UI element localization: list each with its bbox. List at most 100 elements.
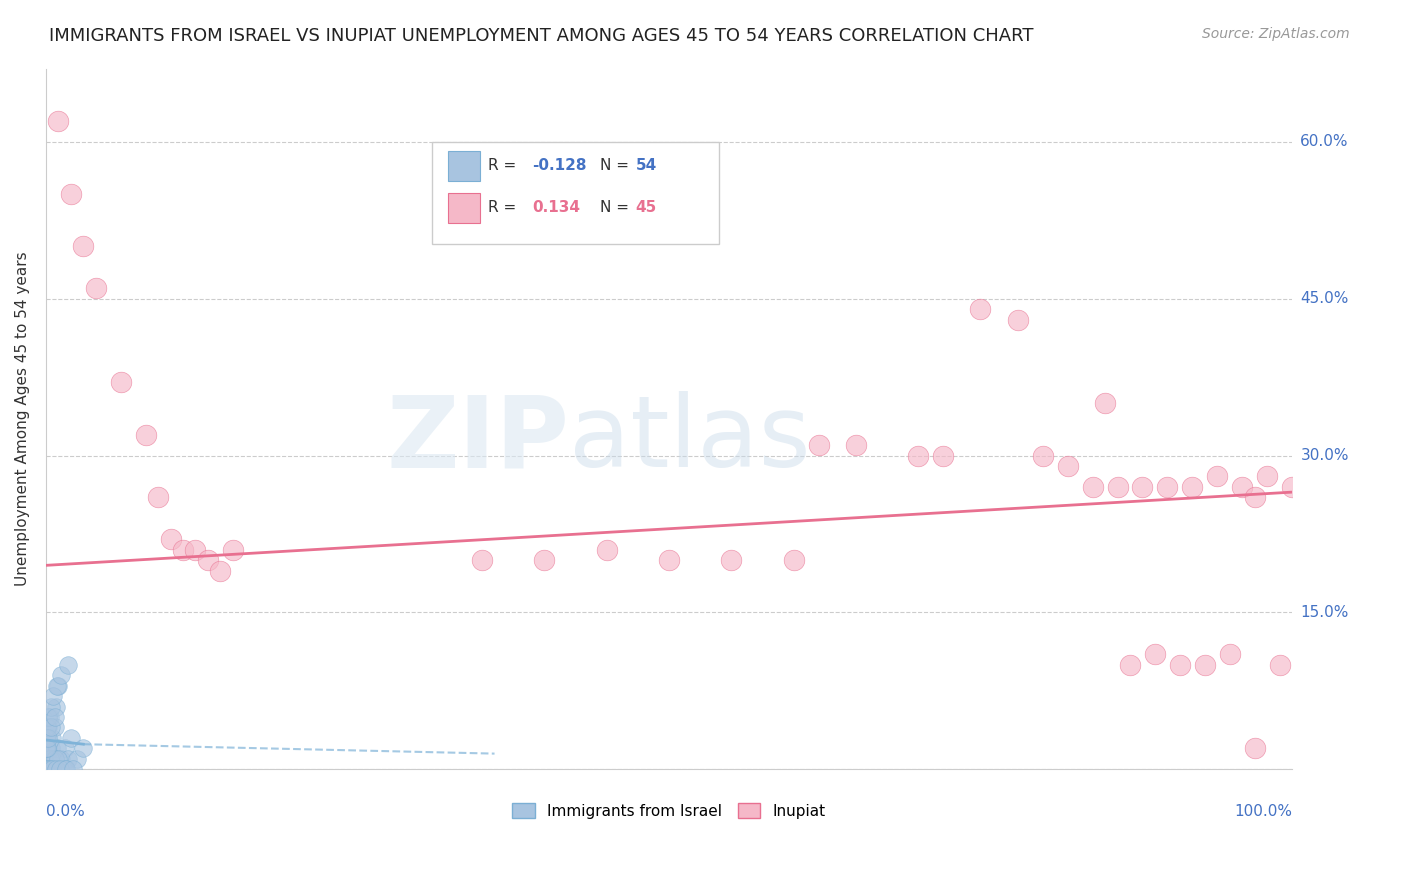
Point (84, 281, 107, 295)
Point (1194, 657, 1216, 672)
Point (37, 731, 59, 745)
Text: 0.134: 0.134 (531, 201, 579, 216)
Point (35, 762, 58, 776)
Point (1281, 480, 1303, 494)
Point (1143, 647, 1166, 661)
Point (37, 762, 59, 776)
Point (932, 449, 955, 463)
Point (42, 689, 65, 703)
Y-axis label: Unemployment Among Ages 45 to 54 years: Unemployment Among Ages 45 to 54 years (15, 252, 30, 586)
Text: Source: ZipAtlas.com: Source: ZipAtlas.com (1202, 27, 1350, 41)
Point (845, 438, 868, 452)
Point (37, 741, 59, 756)
Point (1156, 480, 1178, 494)
Point (35, 752, 58, 766)
Point (48, 679, 70, 693)
FancyBboxPatch shape (432, 142, 718, 244)
Point (1168, 657, 1191, 672)
Point (172, 542, 194, 557)
Point (37, 721, 59, 735)
Text: 100.0%: 100.0% (1234, 805, 1292, 820)
Text: 15.0%: 15.0% (1301, 605, 1348, 620)
Point (720, 553, 742, 567)
Point (48, 113, 70, 128)
Point (44, 710, 66, 724)
Point (45, 762, 67, 776)
Point (59, 187, 82, 202)
Point (37, 721, 59, 735)
Point (110, 376, 132, 390)
Point (41, 762, 63, 776)
Point (807, 438, 830, 452)
Point (41, 731, 63, 745)
Point (37, 710, 59, 724)
Point (37, 752, 59, 766)
Point (222, 542, 245, 557)
Point (1268, 657, 1291, 672)
Point (159, 532, 181, 546)
FancyBboxPatch shape (449, 152, 479, 181)
Point (184, 542, 207, 557)
Text: IMMIGRANTS FROM ISRAEL VS INUPIAT UNEMPLOYMENT AMONG AGES 45 TO 54 YEARS CORRELA: IMMIGRANTS FROM ISRAEL VS INUPIAT UNEMPL… (49, 27, 1033, 45)
Point (1032, 449, 1054, 463)
Point (1081, 480, 1104, 494)
Point (37, 731, 59, 745)
Text: 0.0%: 0.0% (46, 805, 84, 820)
Legend: Immigrants from Israel, Inupiat: Immigrants from Israel, Inupiat (506, 797, 832, 825)
Point (66, 752, 89, 766)
Point (35, 762, 58, 776)
Point (53, 762, 76, 776)
Point (38, 710, 60, 724)
Point (35, 731, 58, 745)
Point (72, 239, 94, 253)
Point (35, 741, 58, 756)
Point (44, 752, 66, 766)
Point (46, 679, 69, 693)
Point (1243, 491, 1265, 505)
Point (45, 699, 67, 714)
Point (209, 564, 232, 578)
Point (44, 721, 66, 735)
Point (39, 721, 62, 735)
Point (37, 762, 59, 776)
Text: atlas: atlas (569, 392, 811, 489)
Point (49, 752, 72, 766)
Point (49, 668, 72, 682)
Text: 45.0%: 45.0% (1301, 291, 1348, 306)
Point (38, 752, 60, 766)
Point (1219, 647, 1241, 661)
Point (62, 762, 84, 776)
Point (1007, 312, 1029, 326)
Point (59, 731, 82, 745)
Point (471, 553, 494, 567)
Point (35, 762, 58, 776)
Point (38, 762, 60, 776)
Point (53, 741, 76, 756)
Point (39, 699, 62, 714)
FancyBboxPatch shape (449, 194, 479, 223)
Text: R =: R = (488, 201, 522, 216)
Point (1119, 657, 1142, 672)
Text: 30.0%: 30.0% (1301, 448, 1348, 463)
Text: -0.128: -0.128 (531, 159, 586, 173)
Text: N =: N = (600, 201, 634, 216)
Point (1243, 741, 1265, 756)
Point (39, 741, 62, 756)
Point (1132, 480, 1154, 494)
Text: ZIP: ZIP (387, 392, 569, 489)
Point (37, 752, 59, 766)
Text: R =: R = (488, 159, 522, 173)
Point (37, 762, 59, 776)
Text: 45: 45 (636, 201, 657, 216)
Point (146, 491, 169, 505)
Point (48, 762, 70, 776)
Text: 60.0%: 60.0% (1301, 134, 1348, 149)
Point (37, 762, 59, 776)
Point (1094, 396, 1116, 410)
Point (35, 741, 58, 756)
Point (37, 741, 59, 756)
Point (1181, 480, 1204, 494)
Point (1107, 480, 1129, 494)
Point (58, 657, 80, 672)
Point (135, 427, 157, 442)
